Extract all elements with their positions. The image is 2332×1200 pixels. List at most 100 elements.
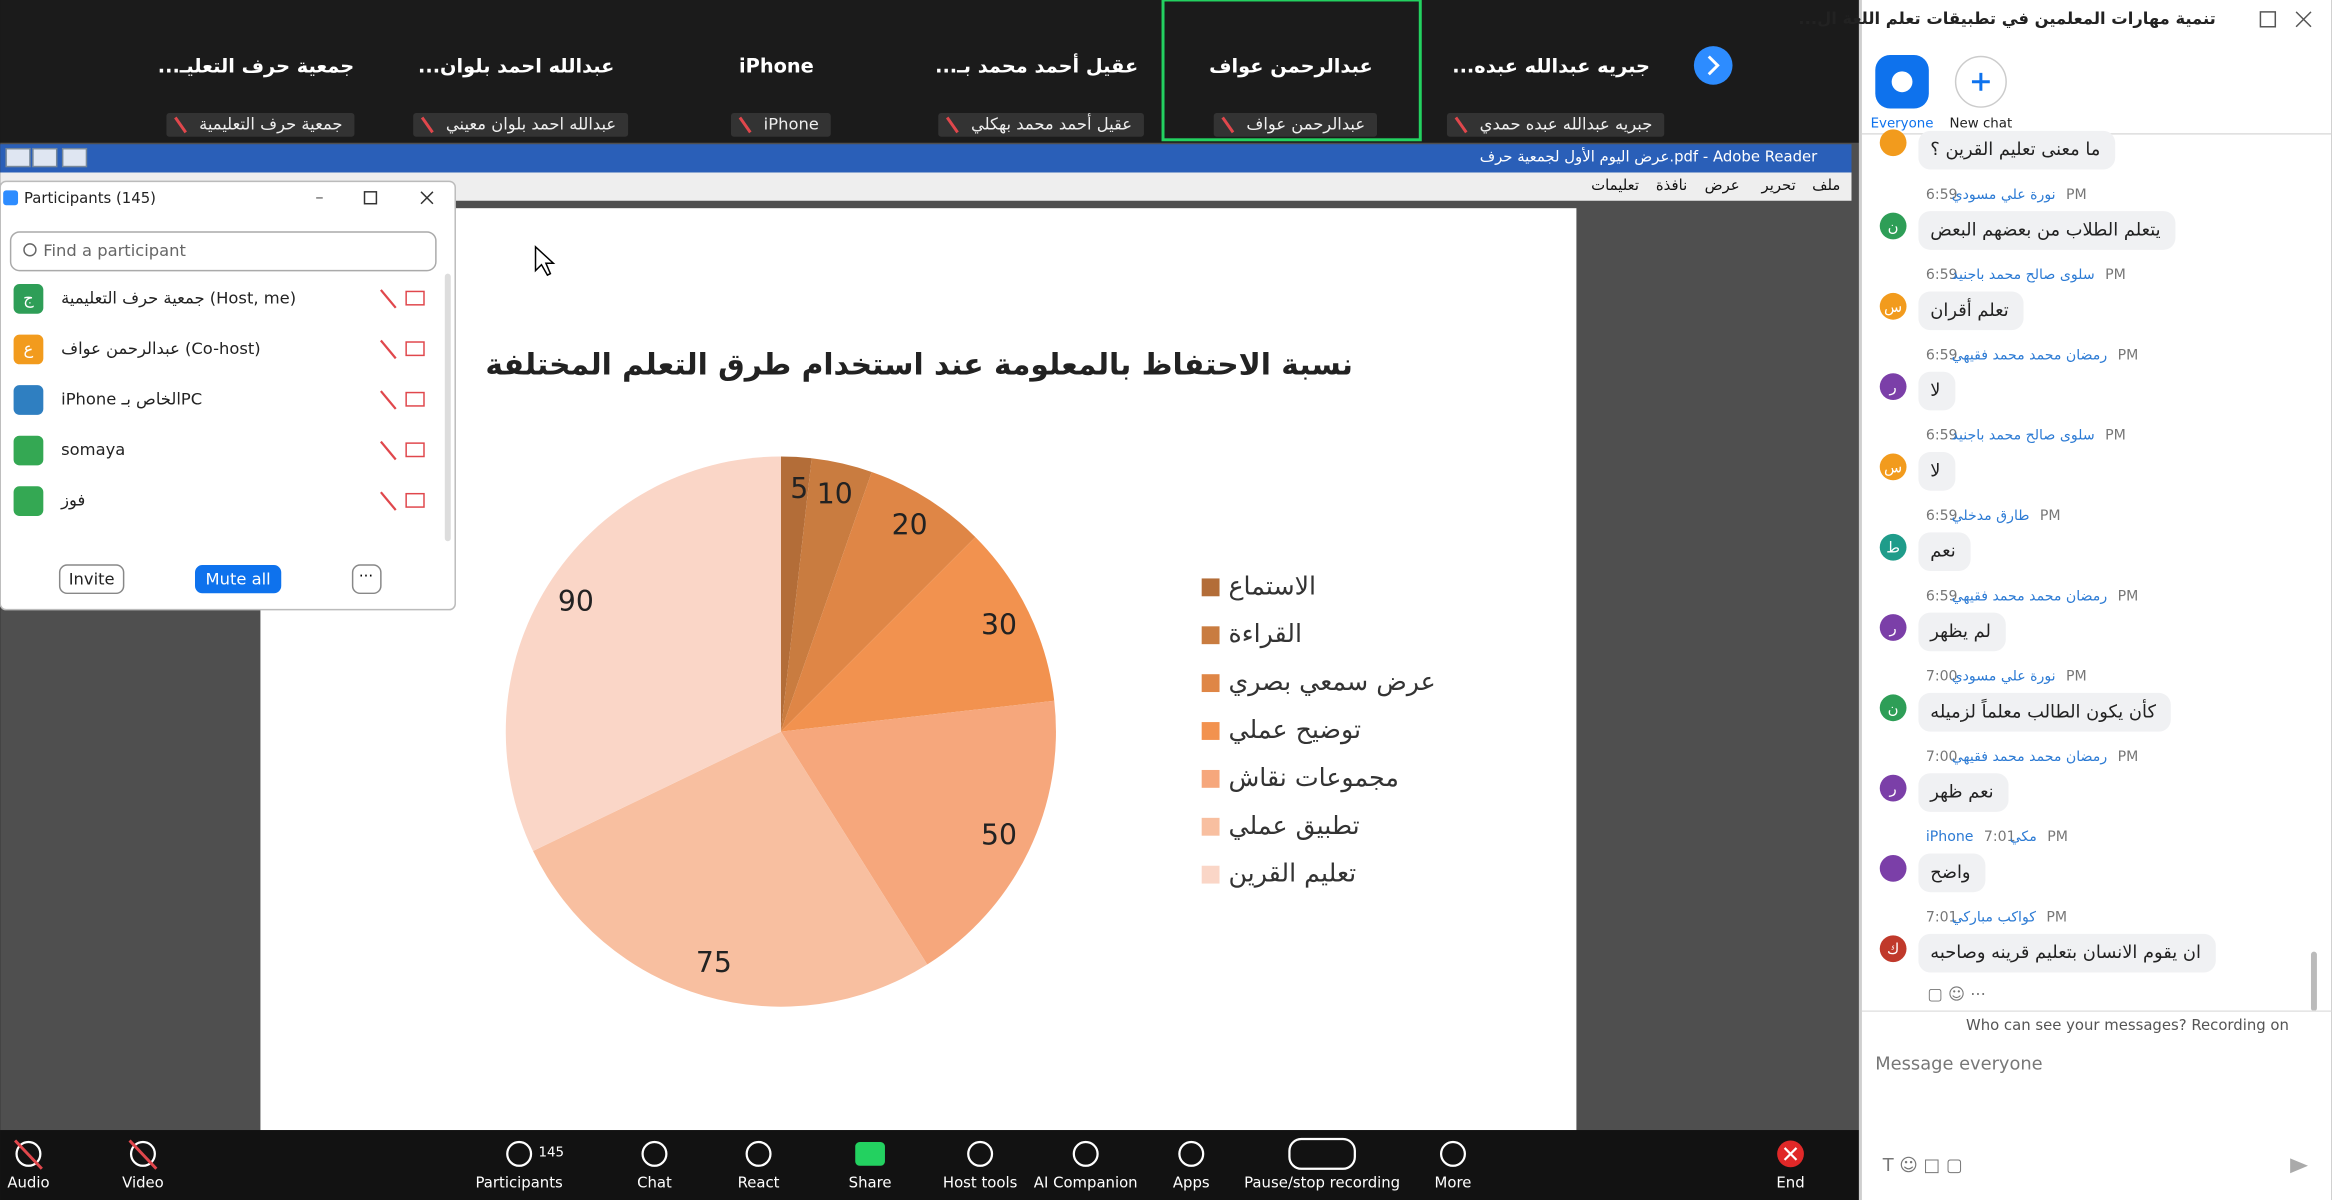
legend-swatch [1201, 674, 1220, 693]
panel-title: Participants (145) [24, 189, 156, 207]
tile-label-bg [730, 113, 831, 137]
legend-label: تعليم القرين [1228, 859, 1356, 889]
maximize[interactable] [363, 191, 378, 205]
message-bubble [1918, 291, 2024, 331]
menu-item[interactable]: تحرير [1761, 176, 1796, 194]
reader-title: عرض اليوم الأول لجمعية حرف.pdf - Adobe R… [1480, 148, 1818, 166]
legend-label: تطبيق عملي [1228, 811, 1359, 840]
panel-button[interactable] [58, 564, 125, 595]
toolbar-label[interactable]: Share [849, 1174, 892, 1192]
tab-label[interactable]: Everyone [1871, 116, 1934, 131]
mic-off-icon [380, 491, 397, 511]
menu-item[interactable]: تعليمات [1591, 176, 1639, 194]
participant-name[interactable]: somaya [61, 440, 125, 459]
more-button[interactable] [351, 564, 382, 595]
tile-name[interactable]: عبدالرحمن عواف [1209, 54, 1373, 77]
tile-label: جمعية حرف التعليمية [199, 114, 342, 134]
pie-slice [505, 456, 781, 851]
tab-label[interactable]: New chat [1950, 116, 2013, 131]
muted-icon [945, 116, 959, 134]
toolbar-icon [967, 1140, 994, 1167]
video-off-icon [405, 341, 425, 357]
message-text: نعم ظهر [1929, 782, 1993, 803]
sender-name: رمضان محمد محمد فقيهي [1952, 588, 2108, 604]
toolbar-label[interactable]: AI Companion [1034, 1174, 1138, 1192]
participant-name[interactable]: جمعية حرف التعليمية (Host, me) [61, 288, 296, 308]
legend-swatch [1201, 865, 1220, 884]
toolbar-label[interactable]: Chat [637, 1174, 672, 1192]
muted-icon [1454, 116, 1468, 134]
popout-icon[interactable] [2259, 11, 2277, 28]
tile-name[interactable]: iPhone [739, 54, 814, 77]
message-bubble [1918, 692, 2171, 732]
tile-name[interactable]: ...جبريه عبدالله عبده [1452, 54, 1650, 77]
avatar-letter: ر [1889, 780, 1897, 798]
message-text: كأن يكون الطالب معلماً لزميله [1930, 698, 2156, 722]
scrollbar [444, 273, 451, 542]
pie-slice [780, 456, 812, 732]
toolbar-label[interactable]: Participants [476, 1174, 564, 1192]
tile-name[interactable]: ...جمعية حرف التعليـ [158, 54, 354, 77]
chat-close[interactable] [2295, 11, 2312, 28]
menu-item[interactable]: ملف [1812, 176, 1840, 194]
participant-name[interactable]: فوز [60, 491, 85, 511]
tile-name[interactable]: ...عقيل أحمد محمد بـ [935, 53, 1138, 77]
share-icon [855, 1142, 885, 1166]
avatar-letter: ج [23, 288, 34, 308]
tile-label-bg [1446, 113, 1665, 137]
toolbar-label[interactable]: More [1435, 1174, 1472, 1192]
menu-item[interactable]: عرض [1705, 176, 1740, 194]
message-text: واضح [1930, 862, 1970, 883]
participant-name[interactable]: عبدالرحمن عواف (Co-host) [61, 339, 261, 359]
sender-name: سلوى صالح محمد باجنيد [1952, 428, 2095, 444]
legend-swatch [1201, 769, 1220, 788]
tile-label: جبريه عبدالله عبده حمدي [1480, 114, 1653, 134]
toolbar-label[interactable]: Host tools [943, 1174, 1018, 1192]
search-box[interactable] [9, 231, 437, 272]
menu-item[interactable]: نافذة [1656, 176, 1687, 194]
participant-name[interactable]: iPhone الخاص بـPC [61, 389, 202, 409]
pie-slice [780, 537, 1055, 732]
tile-name[interactable]: ...عبدالله احمد بلوان [418, 54, 614, 77]
data-label: 90 [558, 585, 594, 618]
toolbar [0, 1130, 1859, 1200]
sender-name: رمضان محمد محمد فقيهي [1952, 347, 2108, 363]
close[interactable] [420, 191, 434, 205]
avatar [1879, 533, 1907, 561]
avatar [1879, 694, 1907, 722]
message-header: سلوى صالح محمد باجنيد6:59 PM [1926, 428, 2126, 444]
window-button[interactable] [5, 147, 31, 168]
next-arrow [1707, 55, 1720, 76]
send-icon[interactable] [2290, 1158, 2309, 1174]
avatar-letter: س [1884, 298, 1902, 316]
avatar-letter: ط [1886, 539, 1900, 557]
message-bubble [1918, 933, 2216, 973]
message-text: لم يظهر [1929, 621, 1991, 642]
tile-label-bg [413, 113, 629, 137]
window-button[interactable] [61, 147, 88, 168]
panel-button[interactable] [194, 565, 282, 594]
toolbar-label[interactable]: End [1776, 1174, 1804, 1192]
chat-title: ...تنمية مهارات المعلمين في تطبيقات تعلم… [1798, 9, 2215, 29]
next-page-button[interactable] [1693, 46, 1733, 85]
avatar [13, 385, 44, 415]
toolbar-label[interactable]: Apps [1173, 1174, 1210, 1192]
avatar-letter: ر [1889, 619, 1897, 637]
toolbar-label[interactable]: Audio [7, 1174, 49, 1192]
minimize[interactable]: – [315, 187, 323, 206]
message-bubble [1918, 612, 2006, 652]
video-off-icon [405, 442, 425, 458]
avatar [1879, 935, 1907, 963]
toolbar-label[interactable]: Video [122, 1174, 164, 1192]
muted-icon [174, 116, 187, 134]
window-button[interactable] [32, 147, 58, 168]
video-off-icon [405, 290, 425, 306]
toolbar-label[interactable]: React [738, 1174, 780, 1192]
pie-slice [533, 731, 928, 1007]
message-input[interactable]: Message everyone [1875, 1054, 2042, 1075]
tile-label-bg [1213, 113, 1378, 137]
toolbar-label[interactable]: Pause/stop recording [1244, 1174, 1400, 1192]
legend-label: القراءة [1228, 619, 1302, 649]
avatar [1879, 855, 1907, 882]
